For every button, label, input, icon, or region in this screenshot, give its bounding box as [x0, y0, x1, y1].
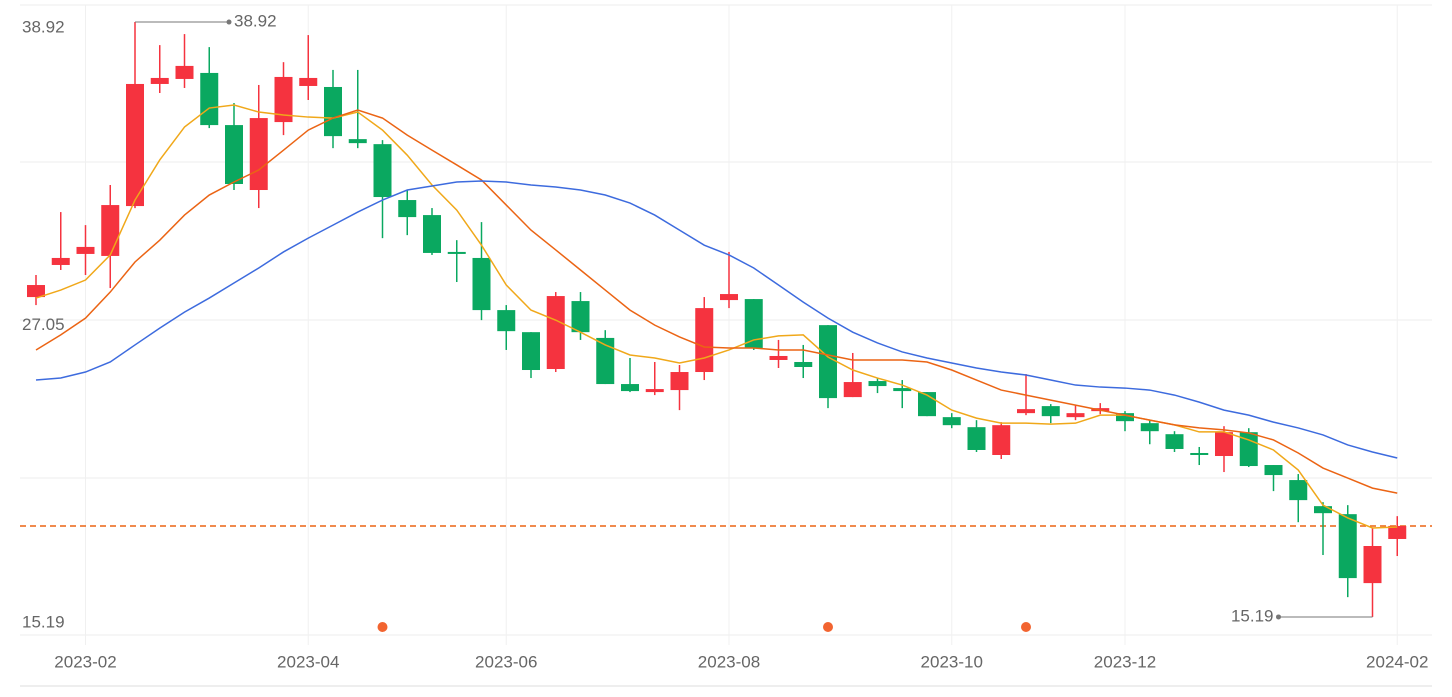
candle-body: [942, 417, 961, 426]
candle-body: [398, 200, 417, 218]
candle-body: [1314, 506, 1332, 514]
candle-body: [893, 388, 912, 392]
high-label: 38.92: [234, 12, 277, 31]
candle-body: [126, 83, 144, 207]
candle-body: [522, 332, 540, 371]
candle-body: [175, 65, 194, 79]
x-tick-label: 2023-08: [698, 652, 760, 671]
low-dot: [1276, 614, 1281, 620]
candle-body: [967, 427, 986, 450]
x-tick-label: 2023-04: [277, 652, 339, 671]
event-marker: [823, 622, 833, 632]
candle-body: [101, 205, 120, 256]
candle-body: [1017, 409, 1035, 414]
candle-body: [249, 118, 268, 191]
candle-body: [1338, 514, 1357, 579]
candle-body: [843, 382, 862, 398]
candle-body: [1239, 432, 1258, 467]
y-tick-label: 38.92: [22, 18, 65, 37]
candle-body: [1165, 434, 1184, 449]
candle-body: [1041, 406, 1060, 417]
candle-body: [1190, 452, 1209, 455]
candle-body: [472, 257, 491, 311]
x-tick-label: 2023-06: [475, 652, 537, 671]
candle-body: [670, 372, 689, 391]
candle-body: [76, 246, 95, 254]
low-label: 15.19: [1231, 606, 1274, 625]
candle-body: [497, 310, 516, 332]
candle-body: [1264, 465, 1283, 476]
candle-body: [546, 296, 565, 370]
candle-body: [1116, 413, 1134, 422]
candle-body: [447, 251, 466, 254]
candle-body: [225, 125, 243, 184]
candle-body: [299, 77, 318, 86]
candle-body: [348, 139, 367, 144]
candle-body: [423, 215, 441, 253]
candle-body: [324, 86, 342, 137]
candle-body: [274, 76, 293, 123]
candle-body: [1215, 432, 1233, 457]
candle-body: [621, 384, 639, 392]
moving-average-line: [35, 180, 1398, 459]
candle-body: [720, 294, 738, 301]
candle-body: [819, 325, 837, 399]
candle-body: [794, 361, 813, 368]
candle-body: [200, 72, 219, 126]
candle-body: [769, 355, 788, 360]
y-tick-label: 15.19: [22, 612, 65, 631]
candle-body: [1388, 525, 1407, 539]
x-tick-label: 2023-02: [54, 652, 116, 671]
y-tick-label: 27.05: [22, 315, 65, 334]
candle-body: [373, 144, 392, 198]
x-tick-label: 2023-10: [921, 652, 983, 671]
candle-body: [150, 77, 169, 84]
candle-body: [1066, 413, 1085, 418]
high-dot: [226, 19, 232, 25]
x-tick-label: 2023-12: [1094, 652, 1156, 671]
candle-body: [744, 299, 763, 348]
candle-body: [868, 381, 887, 387]
candle-body: [695, 308, 714, 373]
candle-body: [645, 389, 664, 393]
candle-body: [51, 257, 70, 265]
candle-body: [27, 285, 45, 298]
candle-body: [1363, 546, 1382, 584]
event-marker: [1021, 622, 1031, 632]
moving-average-line: [35, 109, 1398, 494]
grid: [20, 4, 1432, 687]
event-marker: [377, 622, 388, 632]
candle-body: [596, 337, 615, 385]
candle-body: [1140, 423, 1159, 432]
candle-body: [1289, 480, 1308, 501]
candle-body: [571, 301, 590, 333]
candle-body: [992, 425, 1011, 455]
x-tick-label: 2024-02: [1366, 652, 1428, 671]
